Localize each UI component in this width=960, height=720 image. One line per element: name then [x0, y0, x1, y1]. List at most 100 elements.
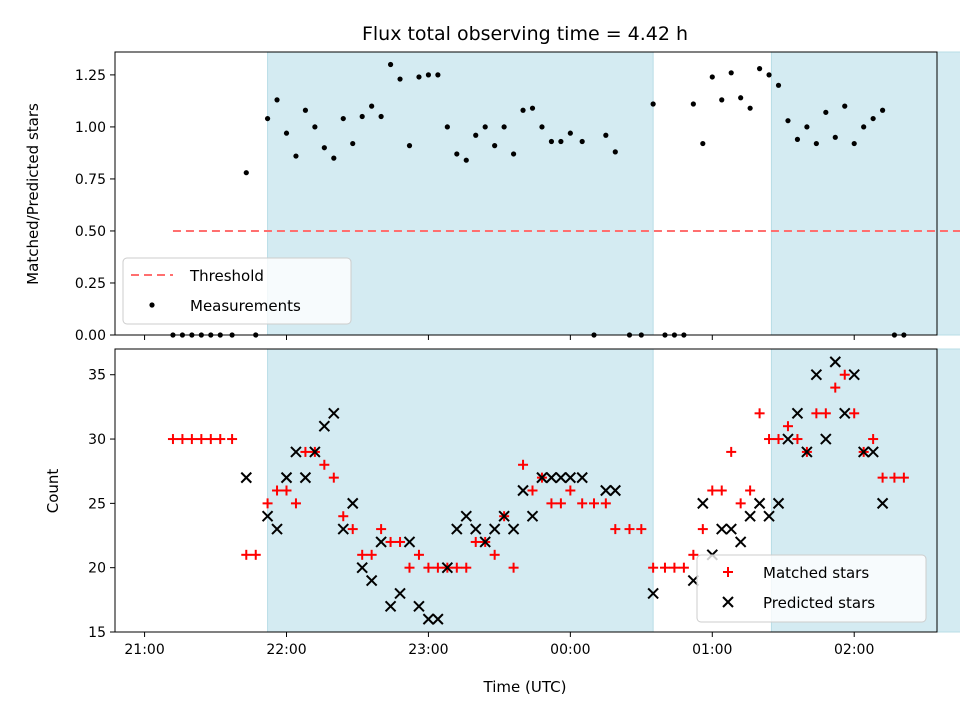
predicted-star-marker: [763, 510, 775, 522]
measurement-point: [264, 115, 271, 122]
matched-star-marker: [610, 524, 621, 535]
measurement-point: [510, 151, 517, 157]
matched-star-marker: [678, 562, 689, 573]
predicted-star-marker: [422, 613, 435, 625]
matched-star-marker: [328, 472, 339, 483]
predicted-star-marker: [772, 497, 785, 510]
measurement-point: [397, 76, 403, 82]
matched-star-marker: [357, 549, 368, 560]
predicted-star-marker: [600, 484, 612, 497]
measurement-point: [738, 95, 744, 101]
matched-star-marker: [461, 562, 472, 573]
predicted-star-marker: [839, 407, 851, 420]
matched-star-marker: [404, 562, 415, 573]
predicted-star-marker: [609, 484, 622, 497]
matched-star-marker: [600, 498, 611, 509]
y-tick-label: 0.75: [75, 172, 106, 188]
y-tick-label: 1.25: [75, 68, 106, 84]
measurement-point: [832, 134, 838, 140]
measurement-point: [539, 124, 545, 130]
predicted-star-marker: [365, 574, 378, 587]
measurement-point: [340, 115, 346, 122]
legend-box: [122, 257, 352, 325]
measurement-point: [650, 101, 656, 107]
measurement-point: [293, 153, 299, 159]
x-axis-label: Time (UTC): [483, 678, 567, 696]
top-y-axis-label: Matched/Predicted stars: [24, 103, 42, 285]
matched-star-marker: [745, 485, 756, 496]
measurement-point: [728, 70, 734, 76]
matched-star-marker: [669, 562, 680, 573]
matched-star-marker: [347, 524, 358, 535]
predicted-star-marker: [318, 420, 331, 432]
predicted-star-marker: [820, 433, 832, 445]
predicted-star-marker: [801, 446, 813, 458]
measurement-point: [331, 155, 337, 161]
measurement-point: [425, 72, 432, 78]
matched-star-marker: [376, 524, 387, 535]
matched-star-marker: [889, 472, 900, 483]
matched-star-marker: [716, 485, 727, 496]
matched-star-marker: [820, 408, 831, 419]
matched-star-marker: [546, 498, 557, 509]
measurement-point: [700, 140, 706, 147]
measurement-point: [548, 138, 555, 145]
matched-star-marker: [518, 459, 529, 470]
matched-star-marker: [624, 524, 635, 535]
measurement-point: [454, 151, 460, 157]
predicted-star-marker: [441, 561, 454, 574]
measurement-point: [603, 132, 609, 138]
predicted-star-marker: [536, 471, 548, 484]
predicted-star-marker: [432, 613, 444, 625]
predicted-star-marker: [240, 471, 252, 484]
predicted-star-marker: [753, 497, 766, 510]
matched-star-marker: [726, 446, 737, 457]
measurement-point: [359, 113, 365, 120]
matched-star-marker: [849, 408, 860, 419]
predicted-star-marker: [876, 497, 889, 510]
predicted-star-marker: [526, 510, 539, 522]
matched-star-marker: [830, 382, 841, 393]
y-tick-label: 0.50: [75, 224, 106, 240]
predicted-star-marker: [337, 523, 349, 535]
matched-star-marker: [508, 562, 519, 573]
predicted-star-marker: [271, 523, 283, 535]
matched-star-marker: [451, 562, 462, 573]
matched-star-marker: [659, 562, 670, 573]
measurement-point: [492, 143, 498, 149]
bottom-axes-frame: [114, 348, 938, 633]
top-legend: Threshold Measurements: [122, 257, 352, 325]
legend-predicted-label: Predicted stars: [763, 594, 875, 612]
predicted-star-marker: [722, 596, 734, 608]
matched-star-marker: [782, 421, 793, 432]
measurement-point: [709, 74, 715, 80]
shaded-interval: [267, 348, 654, 633]
predicted-star-marker: [810, 369, 823, 381]
x-tick-label: 02:00: [834, 642, 874, 658]
measurement-point: [879, 107, 886, 113]
measurement-point: [302, 107, 309, 113]
matched-star-marker: [565, 485, 576, 496]
chart-title: Flux total observing time = 4.42 h: [362, 23, 688, 45]
matched-star-marker: [300, 446, 311, 457]
measurement-point: [321, 145, 327, 151]
matched-star-marker: [290, 498, 301, 509]
measurement-point: [861, 124, 867, 130]
predicted-star-marker: [498, 510, 510, 522]
predicted-star-marker: [697, 497, 709, 510]
matched-star-marker: [215, 434, 226, 445]
predicted-star-marker: [261, 510, 274, 522]
measurement-point: [804, 124, 810, 130]
matched-star-marker: [636, 524, 647, 535]
matched-star-marker: [577, 498, 588, 509]
matched-star-marker: [319, 459, 330, 470]
measurement-point: [378, 113, 384, 120]
matched-star-marker: [648, 562, 659, 573]
legend-matched-label: Matched stars: [763, 564, 869, 582]
measurement-point: [369, 103, 375, 109]
predicted-star-marker: [309, 446, 321, 458]
measurement-point: [444, 124, 450, 130]
matched-star-marker: [877, 472, 888, 483]
matched-star-marker: [811, 408, 822, 419]
